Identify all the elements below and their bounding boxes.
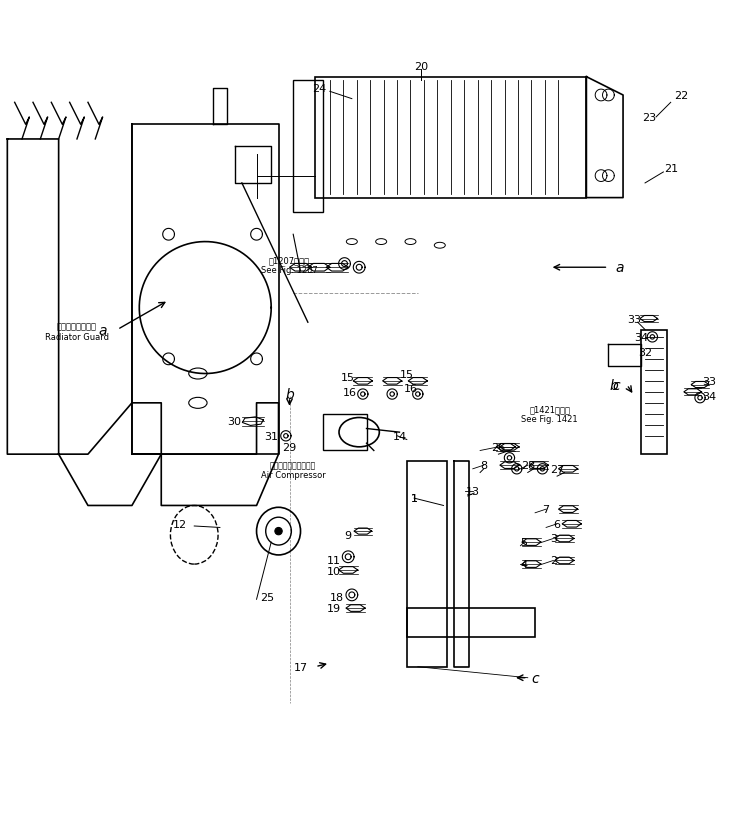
Text: 28: 28 xyxy=(520,461,535,471)
Text: ラジエータガード: ラジエータガード xyxy=(57,322,97,331)
Text: 27: 27 xyxy=(550,464,564,474)
Text: 24: 24 xyxy=(312,84,326,94)
Text: 第1421図参照: 第1421図参照 xyxy=(529,405,570,414)
Text: 18: 18 xyxy=(330,593,345,603)
Bar xyxy=(407,462,447,667)
Text: 16: 16 xyxy=(342,387,357,397)
Text: 33: 33 xyxy=(702,376,717,386)
Bar xyxy=(407,609,535,638)
Text: 16: 16 xyxy=(403,384,418,394)
Bar xyxy=(315,78,586,198)
Text: 1: 1 xyxy=(410,493,418,503)
Text: 5: 5 xyxy=(520,538,528,548)
Text: 32: 32 xyxy=(638,347,652,357)
Ellipse shape xyxy=(275,528,282,535)
Text: Air Compressor: Air Compressor xyxy=(261,471,325,480)
Text: 11: 11 xyxy=(326,556,341,566)
Text: Radiator Guard: Radiator Guard xyxy=(45,333,109,342)
Text: 第1207図参照: 第1207図参照 xyxy=(269,256,310,265)
Text: 4: 4 xyxy=(520,559,528,569)
Text: 30: 30 xyxy=(227,416,242,426)
Text: 23: 23 xyxy=(641,113,656,123)
Text: 15: 15 xyxy=(399,369,414,379)
Bar xyxy=(323,415,366,451)
Text: 22: 22 xyxy=(674,91,689,101)
Text: 25: 25 xyxy=(260,593,275,603)
Text: 1: 1 xyxy=(410,493,418,503)
Ellipse shape xyxy=(339,418,380,447)
Bar xyxy=(293,81,323,213)
Text: 10: 10 xyxy=(326,567,341,577)
Text: 3: 3 xyxy=(550,534,557,543)
Text: 31: 31 xyxy=(264,431,279,441)
Text: 17: 17 xyxy=(293,662,308,672)
Text: 26: 26 xyxy=(491,442,506,452)
Text: 33: 33 xyxy=(627,314,641,324)
Text: 12: 12 xyxy=(172,519,187,529)
Text: 20: 20 xyxy=(414,62,429,72)
Bar xyxy=(641,330,667,455)
Text: b: b xyxy=(609,378,618,392)
Text: See Fig. 1207: See Fig. 1207 xyxy=(261,266,318,274)
Text: b: b xyxy=(285,388,294,401)
Text: エアーコンプレッサー: エアーコンプレッサー xyxy=(270,461,317,470)
Text: 7: 7 xyxy=(542,504,550,514)
Text: 15: 15 xyxy=(341,373,356,383)
Text: 21: 21 xyxy=(663,164,678,174)
Text: 19: 19 xyxy=(326,604,341,614)
Text: 6: 6 xyxy=(553,519,561,529)
Text: a: a xyxy=(615,261,624,275)
Text: 34: 34 xyxy=(634,333,649,343)
Text: 2: 2 xyxy=(550,556,557,566)
Text: 29: 29 xyxy=(282,442,297,452)
Ellipse shape xyxy=(266,517,292,545)
Text: See Fig. 1421: See Fig. 1421 xyxy=(521,415,578,424)
Text: c: c xyxy=(531,671,539,685)
Text: 8: 8 xyxy=(480,461,487,471)
Text: 14: 14 xyxy=(392,431,407,441)
Text: c: c xyxy=(612,378,619,392)
Text: 34: 34 xyxy=(702,391,717,401)
Text: 9: 9 xyxy=(345,530,352,540)
Text: a: a xyxy=(98,324,107,337)
Text: 13: 13 xyxy=(465,487,480,497)
Ellipse shape xyxy=(257,507,301,555)
